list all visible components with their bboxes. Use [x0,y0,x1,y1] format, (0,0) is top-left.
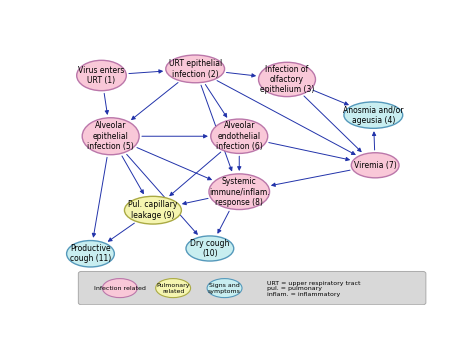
Ellipse shape [102,279,137,298]
Ellipse shape [66,240,114,267]
Ellipse shape [211,119,268,153]
Ellipse shape [77,60,126,91]
Text: Pul. capillary
leakage (9): Pul. capillary leakage (9) [128,201,178,220]
Ellipse shape [209,174,270,210]
Text: Viremia (7): Viremia (7) [354,161,397,170]
Text: URT = upper respiratory tract
pul. = pulmonary
inflam. = inflammatory: URT = upper respiratory tract pul. = pul… [267,281,360,297]
Ellipse shape [258,62,316,97]
Ellipse shape [166,55,225,83]
FancyBboxPatch shape [78,271,426,305]
Text: Dry cough
(10): Dry cough (10) [190,239,229,258]
Text: Alveolar
epithelial
infection (5): Alveolar epithelial infection (5) [87,121,134,151]
Ellipse shape [82,118,139,155]
Text: Virus enters
URT (1): Virus enters URT (1) [78,66,125,85]
Text: Pulmonary
related: Pulmonary related [156,283,190,294]
Ellipse shape [207,279,242,298]
Text: URT epithelial
infection (2): URT epithelial infection (2) [169,59,222,79]
Text: Alveolar
endothelial
infection (6): Alveolar endothelial infection (6) [216,121,263,151]
Text: Signs and
symptoms: Signs and symptoms [208,283,241,294]
Text: Infection of
olfactory
epithelium (3): Infection of olfactory epithelium (3) [260,64,314,94]
Text: Systemic
immune/inflam.
response (8): Systemic immune/inflam. response (8) [209,177,270,206]
Text: Productive
cough (11): Productive cough (11) [70,244,111,263]
Text: Anosmia and/or
ageusia (4): Anosmia and/or ageusia (4) [343,105,403,125]
Ellipse shape [344,102,403,128]
Ellipse shape [155,279,191,298]
Ellipse shape [351,153,399,178]
Text: Infection related: Infection related [94,286,146,291]
Ellipse shape [125,196,182,224]
Ellipse shape [186,236,234,261]
